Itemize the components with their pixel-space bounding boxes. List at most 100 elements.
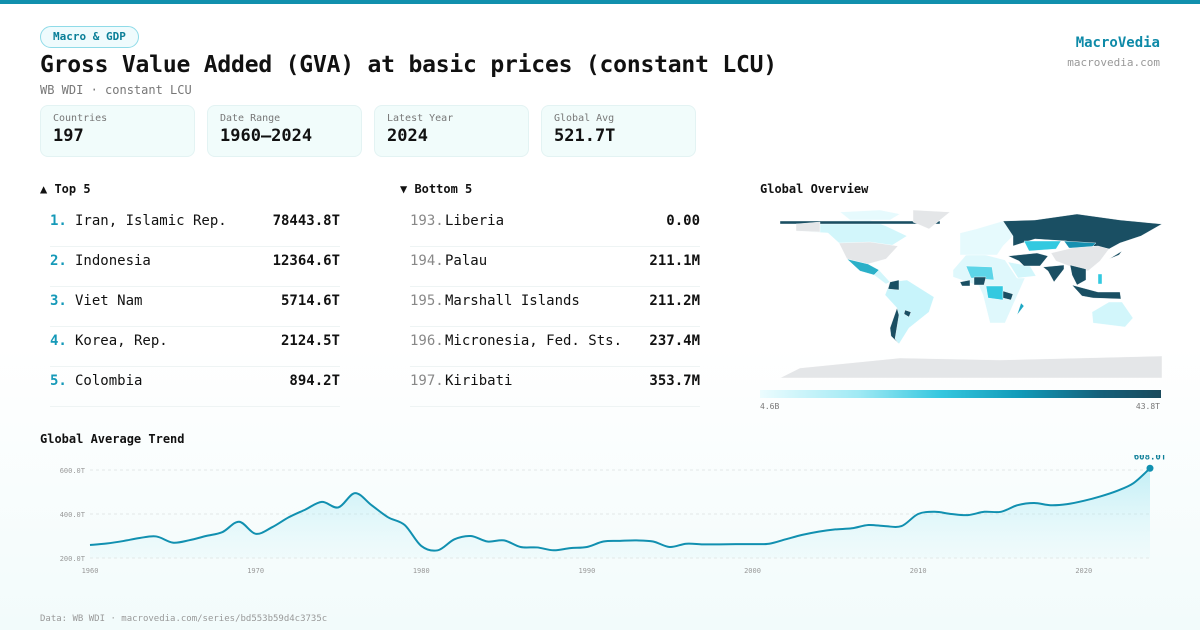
- x-tick-label: 1980: [413, 567, 430, 575]
- x-tick-label: 1970: [247, 567, 264, 575]
- rank: 194.: [410, 253, 444, 269]
- country-value: 78443.8T: [272, 213, 340, 229]
- stat-label: Latest Year: [387, 113, 454, 124]
- stat-value: 1960–2024: [220, 126, 313, 146]
- region-paraguay: [903, 309, 912, 318]
- top-accent-bar: [0, 0, 1200, 4]
- region-indonesia: [1071, 284, 1122, 300]
- world-choropleth-map[interactable]: [780, 208, 1162, 378]
- country-name: Iran, Islamic Rep.: [75, 213, 227, 229]
- country-name: Colombia: [75, 373, 143, 389]
- rank: 1.: [50, 213, 67, 229]
- top5-list-item[interactable]: 3. Viet Nam 5714.6T: [50, 287, 340, 327]
- rank: 196.: [410, 333, 444, 349]
- country-name: Indonesia: [75, 253, 151, 269]
- trend-area: [90, 468, 1150, 558]
- region-china: [1050, 245, 1110, 272]
- category-badge[interactable]: Macro & GDP: [40, 26, 139, 48]
- region-india: [1042, 264, 1065, 283]
- top5-list-item[interactable]: 4. Korea, Rep. 2124.5T: [50, 327, 340, 367]
- rank: 3.: [50, 293, 67, 309]
- stat-label: Date Range: [220, 113, 281, 124]
- y-tick-label: 600.0T: [60, 467, 86, 475]
- trend-line: [89, 467, 1151, 552]
- country-name: Kiribati: [445, 373, 513, 389]
- rank: 2.: [50, 253, 67, 269]
- country-value: 5714.6T: [280, 293, 340, 309]
- region-west-africa: [959, 279, 971, 287]
- legend-min: 4.6B: [760, 402, 780, 411]
- region-antarctica: [780, 355, 1162, 378]
- region-alaska: [795, 221, 821, 233]
- country-name: Micronesia, Fed. Sts.: [445, 333, 623, 349]
- bottom5-list-item[interactable]: 193. Liberia 0.00: [410, 207, 700, 247]
- x-tick-label: 2020: [1075, 567, 1092, 575]
- y-tick-label: 400.0T: [60, 511, 86, 519]
- country-value: 2124.5T: [280, 333, 340, 349]
- country-value: 0.00: [666, 213, 700, 229]
- region-sahel: [965, 265, 995, 281]
- top5-list-item[interactable]: 2. Indonesia 12364.6T: [50, 247, 340, 287]
- x-tick-label: 2000: [744, 567, 761, 575]
- end-point-marker: [1146, 464, 1154, 472]
- arctic-band: [780, 220, 941, 225]
- top5-heading: ▲ Top 5: [40, 182, 91, 196]
- country-name: Liberia: [445, 213, 505, 229]
- page-title: Gross Value Added (GVA) at basic prices …: [40, 52, 777, 78]
- bottom5-heading: ▼ Bottom 5: [400, 182, 473, 196]
- x-tick-label: 1990: [578, 567, 595, 575]
- stat-value: 2024: [387, 126, 428, 146]
- stat-date-range: Date Range 1960–2024: [207, 105, 362, 157]
- bottom5-list-item[interactable]: 197. Kiribati 353.7M: [410, 367, 700, 407]
- stat-label: Global Avg: [554, 113, 615, 124]
- region-australia: [1091, 301, 1134, 328]
- country-value: 353.7M: [649, 373, 700, 389]
- rank: 5.: [50, 373, 67, 389]
- country-name: Korea, Rep.: [75, 333, 168, 349]
- map-heading: Global Overview: [760, 182, 869, 196]
- trend-heading: Global Average Trend: [40, 432, 185, 446]
- region-tanzania: [1002, 290, 1014, 301]
- stat-countries: Countries 197: [40, 105, 195, 157]
- country-value: 12364.6T: [272, 253, 340, 269]
- stat-global-avg: Global Avg 521.7T: [541, 105, 696, 157]
- region-colombia: [887, 279, 900, 291]
- brand-url[interactable]: macrovedia.com: [1067, 56, 1160, 69]
- page-subtitle: WB WDI · constant LCU: [40, 83, 192, 97]
- rank: 195.: [410, 293, 444, 309]
- region-madagascar: [1016, 302, 1025, 316]
- bottom5-list-item[interactable]: 194. Palau 211.1M: [410, 247, 700, 287]
- stat-value: 197: [53, 126, 84, 146]
- top5-list-item[interactable]: 5. Colombia 894.2T: [50, 367, 340, 407]
- x-tick-label: 2010: [910, 567, 927, 575]
- end-value-label: 608.0T: [1134, 455, 1167, 462]
- top5-list-item[interactable]: 1. Iran, Islamic Rep. 78443.8T: [50, 207, 340, 247]
- rank: 4.: [50, 333, 67, 349]
- bottom5-list-item[interactable]: 195. Marshall Islands 211.2M: [410, 287, 700, 327]
- bottom5-list-item[interactable]: 196. Micronesia, Fed. Sts. 237.4M: [410, 327, 700, 367]
- stat-value: 521.7T: [554, 126, 616, 146]
- region-drc: [985, 285, 1004, 301]
- stat-label: Countries: [53, 113, 108, 124]
- country-value: 211.2M: [649, 293, 700, 309]
- rank: 197.: [410, 373, 444, 389]
- region-iran-middle-east: [1007, 252, 1049, 267]
- trend-chart[interactable]: 200.0T 400.0T 600.0T 1960 1970 1980 1990 2000 20…: [40, 455, 1175, 580]
- region-canada-islands: [839, 209, 901, 221]
- stat-latest-year: Latest Year 2024: [374, 105, 529, 157]
- country-value: 894.2T: [289, 373, 340, 389]
- footer-source: Data: WB WDI · macrovedia.com/series/bd5…: [40, 614, 328, 624]
- region-southeast-asia: [1069, 264, 1087, 286]
- region-kazakhstan: [1023, 240, 1062, 252]
- region-nigeria: [973, 276, 987, 286]
- y-tick-label: 200.0T: [60, 555, 86, 563]
- legend-max: 43.8T: [1135, 402, 1160, 411]
- brand-logo[interactable]: MacroVedia: [1075, 35, 1160, 51]
- region-greenland: [912, 209, 951, 230]
- region-japan: [1108, 246, 1126, 260]
- map-color-legend: [760, 390, 1161, 398]
- x-tick-label: 1960: [82, 567, 99, 575]
- country-value: 237.4M: [649, 333, 700, 349]
- country-name: Marshall Islands: [445, 293, 580, 309]
- region-philippines: [1097, 273, 1103, 285]
